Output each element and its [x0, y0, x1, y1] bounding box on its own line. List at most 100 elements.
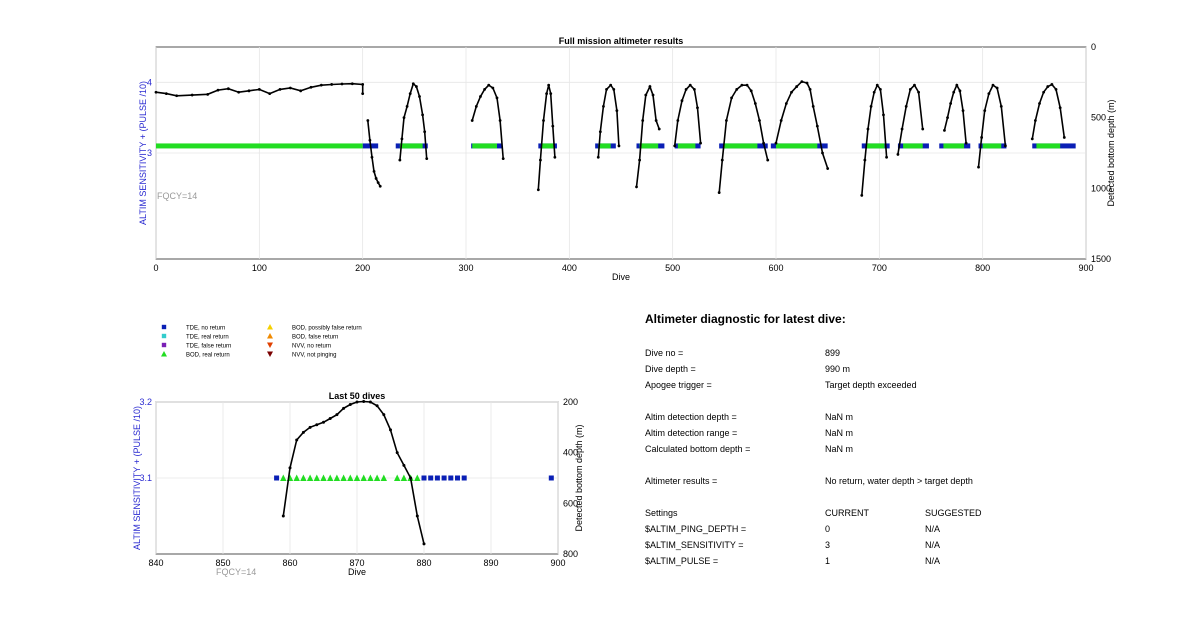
y-right-tick-label: 800 — [563, 549, 578, 559]
bottom-depth-point — [498, 119, 502, 122]
bottom-depth-point — [904, 104, 908, 108]
bottom-depth-point — [409, 476, 413, 480]
bottom-depth-point — [547, 83, 551, 87]
bottom-depth-point — [790, 90, 793, 94]
bottom-depth-point — [1058, 106, 1062, 110]
setting-current: 0 — [825, 524, 831, 534]
x-axis-label: Dive — [348, 567, 366, 577]
bottom-depth-point — [875, 83, 879, 87]
bottom-depth-point — [949, 102, 953, 105]
bottom-depth-point — [740, 83, 744, 87]
bottom-depth-point — [749, 89, 753, 93]
x-tick-label: 200 — [355, 263, 370, 273]
bottom-depth-point — [288, 466, 292, 470]
bottom-depth-point — [758, 119, 761, 122]
bod-real-return-marker — [400, 474, 408, 481]
bottom-depth-point — [943, 128, 946, 132]
y-right-tick-label: 0 — [1091, 42, 1096, 52]
bottom-depth-point — [375, 404, 379, 408]
bottom-depth-line — [673, 84, 702, 146]
x-tick-label: 100 — [252, 263, 267, 273]
bottom-depth-line — [597, 83, 620, 158]
bottom-depth-point — [598, 130, 602, 134]
bottom-depth-point — [866, 127, 870, 131]
x-tick-label: 850 — [215, 558, 230, 568]
bod-real-return-marker — [360, 474, 367, 481]
bod-real-return-marks — [399, 143, 423, 149]
bottom-depth-point — [361, 83, 365, 86]
setting-name: $ALTIM_PULSE = — [645, 556, 719, 566]
bod-real-return-marker — [293, 474, 300, 481]
y-tick-label: 3.2 — [139, 397, 152, 407]
bod-real-return-marker — [333, 474, 341, 481]
bottom-depth-point — [805, 81, 809, 85]
bottom-depth-point — [237, 90, 241, 94]
bottom-depth-point — [483, 88, 486, 91]
apogee-value: Target depth exceeded — [825, 380, 917, 390]
y-axis-right-label: Detected bottom depth (m) — [1106, 99, 1116, 206]
bottom-depth-point — [955, 83, 959, 87]
bottom-depth-point — [654, 119, 658, 122]
diagnostic-title: Altimeter diagnostic for latest dive: — [645, 312, 846, 326]
tde-no-return-marker — [455, 475, 460, 481]
bottom-depth-point — [688, 83, 692, 87]
bottom-depth-point — [762, 141, 765, 145]
bottom-depth-point — [288, 86, 292, 90]
bottom-depth-point — [425, 157, 429, 161]
legend-label: BOD, false return — [292, 335, 338, 341]
x-tick-label: 870 — [349, 558, 364, 568]
x-tick-label: 400 — [562, 263, 577, 273]
setting-name: $ALTIM_PING_DEPTH = — [645, 524, 747, 534]
bottom-depth-point — [319, 83, 323, 87]
bottom-depth-point — [340, 82, 344, 86]
bottom-depth-point — [421, 113, 424, 117]
legend-item: BOD, real return — [161, 351, 230, 359]
bottom-depth-line — [977, 84, 1007, 168]
x-tick-label: 300 — [458, 263, 473, 273]
bottom-depth-point — [826, 167, 830, 170]
bottom-depth-point — [735, 88, 739, 91]
chart-marks — [274, 399, 554, 546]
legend-label: BOD, real return — [186, 353, 230, 359]
y-right-tick-label: 200 — [563, 397, 578, 407]
tick-labels: 0 100 200 300 400 500 600 700 800 900 3 4 0 500 1000 15… — [147, 42, 1111, 273]
dive-depth-value: 990 m — [825, 364, 851, 374]
bottom-depth-point — [411, 82, 415, 86]
bottom-depth-point — [725, 119, 728, 122]
bottom-depth-point — [800, 80, 804, 84]
tde-no-return-marker — [448, 475, 454, 481]
bottom-depth-point — [164, 92, 168, 96]
bottom-depth-point — [470, 119, 474, 122]
legend-triangle-up-icon — [161, 351, 167, 357]
grid — [155, 47, 1087, 259]
bod-real-return-marks — [982, 143, 1002, 149]
bottom-depth-point — [605, 88, 608, 91]
bottom-depth-point — [368, 400, 372, 404]
x-tick-label: 600 — [768, 263, 783, 273]
bottom-depth-point — [860, 194, 864, 197]
bod-real-return-marks — [598, 143, 611, 149]
bottom-depth-point — [673, 144, 677, 148]
bottom-depth-point — [680, 99, 684, 103]
bottom-depth-point — [247, 89, 251, 93]
results-value: No return, water depth > target depth — [825, 476, 973, 486]
bottom-depth-point — [405, 104, 409, 108]
legend-item: TDE, false return — [161, 342, 231, 350]
setting-suggested: N/A — [925, 556, 941, 566]
bottom-depth-point — [784, 102, 788, 105]
tick-labels: 840 850 860 870 880 890 900 3.1 3.2 200 400 600 800 — [139, 397, 578, 568]
legend-item: TDE, real return — [161, 333, 229, 341]
legend-graphic: TDE, no return TDE, real return TDE, false… — [161, 324, 362, 359]
bottom-depth-point — [322, 420, 325, 424]
bottom-depth-point — [921, 127, 925, 131]
bottom-depth-point — [216, 88, 220, 92]
bottom-depth-point — [602, 104, 605, 108]
bottom-depth-point — [999, 104, 1003, 108]
bottom-depth-point — [863, 158, 867, 162]
bod-real-return-marks — [541, 143, 554, 149]
bottom-depth-point — [474, 104, 478, 108]
tde-no-return-marker — [428, 475, 434, 481]
legend-item: BOD, false return — [267, 333, 338, 341]
bottom-depth-point — [987, 92, 991, 96]
bottom-depth-point — [635, 185, 638, 189]
